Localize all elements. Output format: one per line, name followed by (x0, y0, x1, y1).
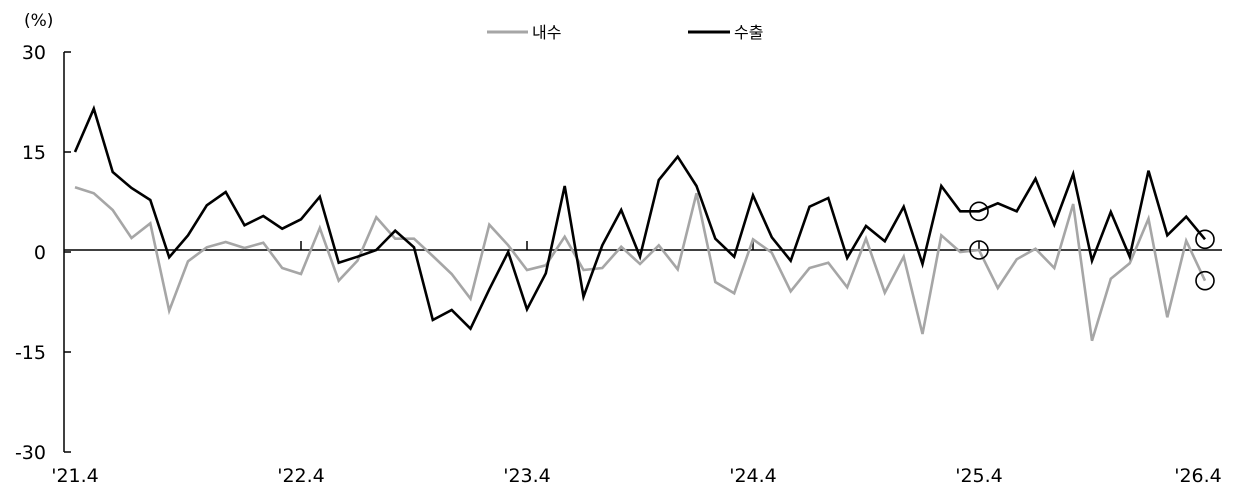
legend-label-export: 수출 (734, 23, 763, 42)
y-tick-label: -15 (15, 342, 46, 364)
y-tick-label: 30 (22, 42, 46, 64)
highlight-circle-marker (969, 240, 989, 260)
highlight-circle-marker (969, 201, 989, 222)
y-tick-label: 15 (22, 142, 46, 164)
highlight-circle-marker (1195, 229, 1215, 250)
highlight-circle-marker (1195, 270, 1215, 291)
x-tick-label: '21.4 (51, 465, 99, 487)
highlight-markers (969, 201, 1215, 291)
y-unit-label: (%) (24, 11, 53, 31)
series-layer (73, 104, 1207, 342)
x-tick-label: '24.4 (729, 465, 777, 487)
y-tick-label: -30 (15, 442, 46, 464)
series-line-domestic (74, 186, 1207, 342)
x-tick-label: '25.4 (955, 465, 1003, 487)
series-line-export (73, 104, 1206, 331)
x-ticks: '21.4 '22.4 '23.4 '24.4 '25.4 '26.4 (51, 241, 1222, 487)
x-tick-label: '22.4 (277, 465, 325, 487)
legend-label-domestic: 내수 (532, 23, 561, 42)
axes (63, 52, 1222, 452)
legend: 내수 수출 (487, 23, 763, 42)
x-tick-label: '23.4 (503, 465, 551, 487)
y-ticks: 30 15 0 -15 -30 (15, 42, 71, 464)
x-tick-label: '26.4 (1174, 465, 1222, 487)
y-tick-label: 0 (34, 242, 46, 264)
